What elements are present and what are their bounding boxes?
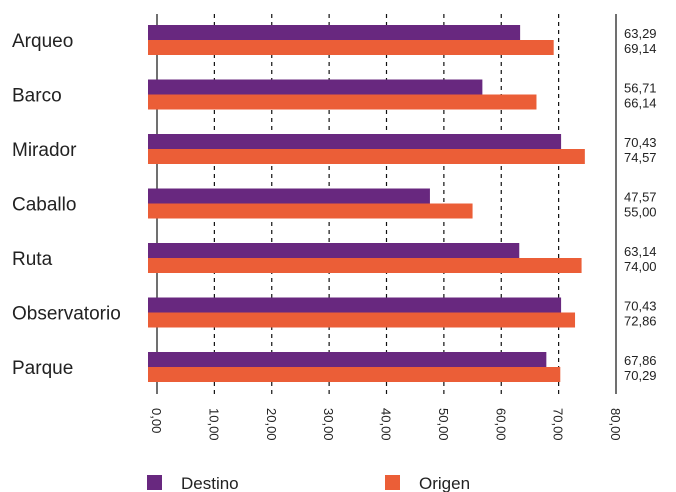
value-label-destino: 63,29 bbox=[624, 26, 657, 41]
bar-destino-observatorio bbox=[148, 297, 562, 313]
category-label: Ruta bbox=[12, 249, 53, 270]
legend-label-origen: Origen bbox=[419, 474, 470, 492]
legend-label-destino: Destino bbox=[181, 474, 239, 492]
bar-destino-ruta bbox=[148, 243, 520, 258]
bar-origen-ruta bbox=[148, 258, 582, 273]
bar-destino-barco bbox=[148, 79, 483, 95]
value-label-destino: 47,57 bbox=[624, 190, 657, 205]
category-labels: Arqueo Barco Mirador Caballo Ruta Observatori… bbox=[12, 31, 121, 379]
value-label-destino: 56,71 bbox=[624, 81, 657, 96]
bar-origen-arqueo bbox=[148, 40, 554, 55]
legend: Destino Origen bbox=[147, 474, 470, 492]
value-label-destino: 70,43 bbox=[624, 135, 657, 150]
bar-origen-mirador bbox=[148, 149, 585, 164]
value-label-origen: 74,00 bbox=[624, 259, 657, 274]
value-label-destino: 70,43 bbox=[624, 299, 657, 314]
category-label: Parque bbox=[12, 358, 73, 379]
category-label: Barco bbox=[12, 86, 62, 107]
bar-origen-barco bbox=[148, 94, 537, 110]
legend-swatch-destino bbox=[147, 475, 162, 490]
category-label: Caballo bbox=[12, 195, 76, 216]
x-tick-label: 0,00 bbox=[149, 408, 164, 433]
x-tick-label: 70,00 bbox=[551, 408, 566, 441]
x-tick-label: 80,00 bbox=[608, 408, 623, 441]
value-labels: 63,2969,1456,7166,1470,4374,5747,5755,00… bbox=[624, 26, 657, 383]
bar-destino-parque bbox=[148, 352, 547, 367]
x-tick-label: 10,00 bbox=[206, 408, 221, 441]
bar-destino-mirador bbox=[148, 134, 562, 149]
x-tick-label: 50,00 bbox=[436, 408, 451, 441]
x-tick-label: 30,00 bbox=[321, 408, 336, 441]
value-label-origen: 66,14 bbox=[624, 96, 657, 111]
bar-origen-parque bbox=[148, 367, 561, 382]
x-tick-label: 20,00 bbox=[264, 408, 279, 441]
x-tick-labels: 0,00 10,00 20,00 30,00 40,00 50,00 60,00 70,00 8… bbox=[149, 408, 623, 441]
value-label-origen: 74,57 bbox=[624, 150, 657, 165]
category-label: Mirador bbox=[12, 140, 77, 161]
x-tick-label: 40,00 bbox=[379, 408, 394, 441]
value-label-origen: 55,00 bbox=[624, 205, 657, 220]
value-label-origen: 72,86 bbox=[624, 314, 657, 329]
bar-origen-observatorio bbox=[148, 312, 576, 328]
x-tick-label: 60,00 bbox=[493, 408, 508, 441]
value-label-destino: 63,14 bbox=[624, 244, 657, 259]
category-label: Arqueo bbox=[12, 31, 73, 52]
bars bbox=[148, 25, 585, 382]
bar-destino-caballo bbox=[148, 188, 430, 204]
bar-destino-arqueo bbox=[148, 25, 521, 40]
bar-origen-caballo bbox=[148, 203, 473, 219]
value-label-origen: 70,29 bbox=[624, 368, 657, 383]
legend-swatch-origen bbox=[385, 475, 400, 490]
value-label-origen: 69,14 bbox=[624, 41, 657, 56]
category-label: Observatorio bbox=[12, 304, 121, 325]
value-label-destino: 67,86 bbox=[624, 353, 657, 368]
